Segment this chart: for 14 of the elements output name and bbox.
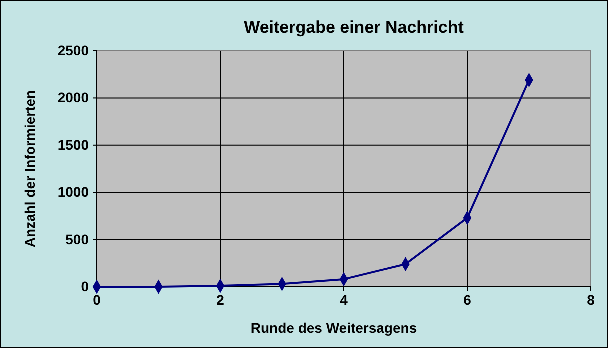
x-tick-label: 6 <box>464 292 472 308</box>
x-tick-label: 8 <box>587 292 596 308</box>
y-tick-label: 500 <box>66 231 90 248</box>
x-tick-label: 4 <box>340 292 348 308</box>
x-tick-label: 0 <box>93 292 102 308</box>
y-tick-label: 2500 <box>58 42 90 58</box>
chart-title: Weitergabe einer Nachricht <box>244 18 464 37</box>
y-tick-label: 2000 <box>58 90 90 106</box>
y-tick-label: 0 <box>81 278 90 294</box>
y-tick-label: 1000 <box>58 184 90 200</box>
x-tick-label: 2 <box>216 292 225 308</box>
y-axis-title: Anzahl der Informierten <box>22 90 38 248</box>
x-axis-title: Runde des Weitersagens <box>250 320 418 336</box>
y-tick-label: 1500 <box>58 136 90 153</box>
